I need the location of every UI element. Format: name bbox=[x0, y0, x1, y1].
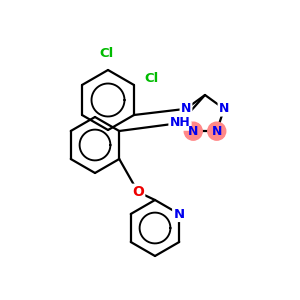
Circle shape bbox=[208, 122, 226, 140]
Text: Cl: Cl bbox=[144, 73, 158, 85]
Text: N: N bbox=[212, 125, 222, 138]
Text: Cl: Cl bbox=[99, 47, 113, 60]
Text: NH: NH bbox=[169, 116, 190, 130]
Text: N: N bbox=[181, 102, 191, 115]
Text: N: N bbox=[188, 125, 198, 138]
Circle shape bbox=[184, 122, 202, 140]
Text: O: O bbox=[132, 185, 144, 199]
Text: N: N bbox=[219, 102, 229, 115]
Text: N: N bbox=[174, 208, 185, 220]
